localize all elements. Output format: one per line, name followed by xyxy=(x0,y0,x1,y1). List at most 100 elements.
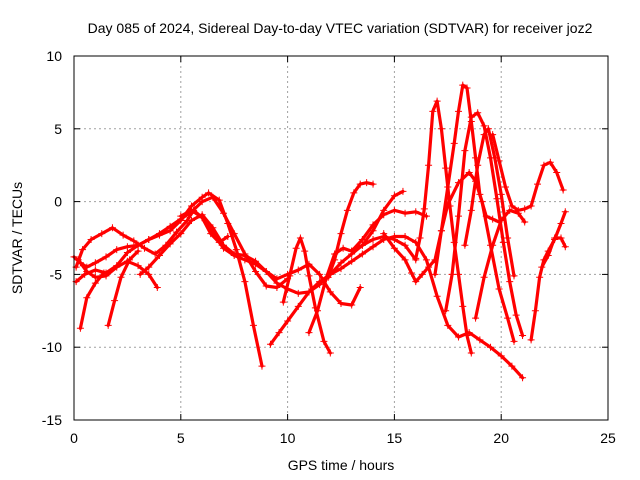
data-point xyxy=(493,195,501,203)
data-point xyxy=(79,246,87,254)
data-point xyxy=(459,302,467,310)
data-point xyxy=(145,235,153,243)
y-tick-label: -15 xyxy=(42,412,62,428)
data-point xyxy=(337,230,345,238)
data-point xyxy=(559,186,567,194)
data-point xyxy=(83,267,91,275)
data-point xyxy=(301,247,309,255)
data-point xyxy=(546,158,554,166)
data-point xyxy=(412,254,420,262)
data-point xyxy=(224,233,232,241)
series-arc-06 xyxy=(104,247,142,329)
data-point xyxy=(416,234,424,242)
data-point xyxy=(87,235,95,243)
data-point xyxy=(166,240,174,248)
data-point xyxy=(446,202,454,210)
data-point xyxy=(104,321,112,329)
data-point xyxy=(187,206,195,214)
series-arc-09 xyxy=(267,233,527,382)
data-point xyxy=(74,256,82,264)
data-point xyxy=(83,294,91,302)
data-point xyxy=(480,131,488,139)
data-point xyxy=(527,336,535,344)
data-point xyxy=(442,307,450,315)
data-point xyxy=(463,332,471,340)
series-line xyxy=(414,99,473,355)
data-point xyxy=(294,302,302,310)
data-point xyxy=(224,219,232,227)
data-point xyxy=(134,262,142,270)
data-point xyxy=(437,227,445,235)
data-point xyxy=(350,189,358,197)
y-tick-label: 10 xyxy=(46,48,62,64)
data-point xyxy=(232,246,240,254)
x-tick-label: 10 xyxy=(280,430,296,446)
data-point xyxy=(401,233,409,241)
data-point xyxy=(557,219,565,227)
data-point xyxy=(119,231,127,239)
data-point xyxy=(454,333,462,341)
x-tick-label: 0 xyxy=(70,430,78,446)
data-point xyxy=(76,324,84,332)
x-axis-label: GPS time / hours xyxy=(288,457,395,473)
data-point xyxy=(514,206,522,214)
data-point xyxy=(467,113,475,121)
data-point xyxy=(538,263,546,271)
data-point xyxy=(407,269,415,277)
data-point xyxy=(472,314,480,322)
data-point xyxy=(510,337,518,345)
data-point xyxy=(459,81,467,89)
data-point xyxy=(504,234,512,242)
data-point xyxy=(429,107,437,115)
y-tick-label: -10 xyxy=(42,339,62,355)
data-point xyxy=(474,109,482,117)
data-point xyxy=(561,208,569,216)
data-point xyxy=(531,307,539,315)
plot-frame xyxy=(73,55,609,421)
data-point xyxy=(215,196,223,204)
data-point xyxy=(467,349,475,357)
data-point xyxy=(497,190,505,198)
chart-title: Day 085 of 2024, Sidereal Day-to-day VTE… xyxy=(88,20,593,36)
data-point xyxy=(461,147,469,155)
series-line xyxy=(179,208,418,295)
data-point xyxy=(187,217,195,225)
series-line xyxy=(78,271,106,330)
data-point xyxy=(177,230,185,238)
data-point xyxy=(316,278,324,286)
data-point xyxy=(454,107,462,115)
data-point xyxy=(358,250,366,258)
data-point xyxy=(262,282,270,290)
data-point xyxy=(454,212,462,220)
data-point xyxy=(433,292,441,300)
data-point xyxy=(316,270,324,278)
data-point xyxy=(292,244,300,252)
data-point xyxy=(553,168,561,176)
data-point xyxy=(113,246,121,254)
data-point xyxy=(540,161,548,169)
data-point xyxy=(91,259,99,267)
data-point xyxy=(358,235,366,243)
data-point xyxy=(467,206,475,214)
data-point xyxy=(111,297,119,305)
data-point xyxy=(173,228,181,236)
data-point xyxy=(252,260,260,268)
data-point xyxy=(209,228,217,236)
data-point xyxy=(305,329,313,337)
data-point xyxy=(348,301,356,309)
data-point xyxy=(489,215,497,223)
data-point xyxy=(284,317,292,325)
data-point xyxy=(510,272,518,280)
series-arc-22 xyxy=(538,234,569,271)
data-point xyxy=(519,374,527,382)
data-point xyxy=(519,332,527,340)
data-point xyxy=(320,337,328,345)
y-axis-label: SDTVAR / TECUs xyxy=(9,182,25,294)
data-point xyxy=(241,256,249,264)
data-point xyxy=(356,284,364,292)
data-point xyxy=(544,251,552,259)
data-point xyxy=(113,263,121,271)
data-point xyxy=(369,243,377,251)
data-point xyxy=(450,139,458,147)
